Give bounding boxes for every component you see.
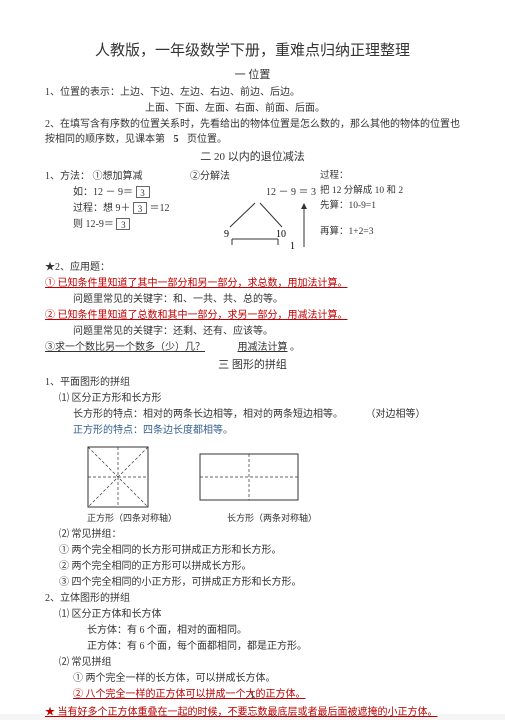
ex3a: 则 12-9＝ (73, 219, 114, 230)
p3a2: 正方体：有 6 个面，每个面都相同，都是正方形。 (45, 639, 460, 654)
method-1: ①想加算减 (93, 171, 143, 182)
document-page: 人教版，一年级数学下册，重难点归纳正理整理 一 位置 1、位置的表示：上边、下边… (0, 0, 505, 714)
tree-result: 1 (290, 241, 295, 249)
p1: 1、平面图形的拼组 (45, 375, 460, 390)
p1b: 长方形的特点：相对的两条长边相等，相对的两条短边相等。 (73, 409, 343, 420)
ex2-row: 过程：想 9＋ 3 ＝12 (45, 201, 190, 216)
apply-3: ③求一个数比另一个数多（少）几？ (45, 342, 205, 353)
ex2c: ＝12 (150, 203, 170, 214)
p3: 2、立体图形的拼组 (45, 591, 460, 606)
p3a1: 长方体：有 6 个面，相对的面相同。 (45, 623, 460, 638)
rectangle-shape (199, 453, 299, 501)
ex2a: 过程：想 9＋ (73, 203, 131, 214)
cap2: 长方形（两条对称轴） (227, 512, 317, 526)
apply-1b: 问题里常见的关键字：和、一共、共、总的等。 (45, 292, 460, 307)
main-title: 人教版，一年级数学下册，重难点归纳正理整理 (45, 40, 460, 63)
ex1d: 把 12 分解成 10 和 2 (320, 184, 420, 198)
sec1-line2-text: 2、在填写含有序数的位置关系时，先看给出的物体位置是怎么数的，那么其他的物体的位… (45, 119, 460, 145)
sec1-line2-end: 页位置。 (187, 134, 227, 145)
p3b1: ① 两个完全一样的长方体，可以拼成长方体。 (45, 671, 460, 686)
apply-3c: 。 (290, 342, 300, 353)
p3b: ⑵ 常见拼组 (45, 655, 460, 670)
page-number: 1 (0, 689, 505, 703)
spacer (320, 214, 420, 224)
p1c: 正方形的特点：四条边长度都相等。 (45, 423, 460, 438)
apply-heading: ★2、应用题： (45, 260, 460, 275)
ex3-row: 则 12-9＝ 3 (45, 217, 190, 232)
method-right-col: 过程： 把 12 分解成 10 和 2 先算：10-9=1 再算：1+2=3 (320, 168, 420, 254)
ex3-box: 3 (116, 218, 130, 230)
ex1c: 12 － 9 ＝ 3 (190, 185, 320, 200)
ex1-row: 如：12 － 9＝ 3 (45, 185, 190, 200)
sec1-line1: 1、位置的表示：上边、下边、左边、右边、前边、后边。 (45, 85, 460, 100)
ex1a: 如：12 － 9＝ (73, 187, 133, 198)
ex1-box: 3 (136, 186, 150, 198)
section-1-heading: 一 位置 (45, 67, 460, 84)
ex2d: 先算：10-9=1 (320, 199, 420, 213)
apply-2b: 问题里常见的关键字：还剩、还有、应该等。 (45, 324, 460, 339)
method-prefix: 1、方法： (45, 171, 90, 182)
ex3d: 再算：1+2=3 (320, 225, 420, 239)
apply-1: ① 已知条件里知道了其中一部分和另一部分，求总数，用加法计算。 (45, 276, 460, 291)
apply-3b: 用减法计算 (238, 342, 288, 353)
p2c: ③ 四个完全相同的小正方形，可拼成正方形和长方形。 (45, 575, 460, 590)
p1b2: （对边相等） (366, 409, 426, 420)
method-label-row: 1、方法： ①想加算减 (45, 169, 190, 184)
shapes-row (87, 446, 460, 508)
p2: ⑵ 常见拼组： (45, 527, 460, 542)
section-3-heading: 三 图形的拼组 (45, 357, 460, 374)
method-block: 1、方法： ①想加算减 如：12 － 9＝ 3 过程：想 9＋ 3 ＝12 则 … (45, 168, 460, 254)
cap1: 正方形（四条对称轴） (87, 512, 177, 526)
shape-captions: 正方形（四条对称轴） 长方形（两条对称轴） (87, 512, 460, 526)
method-2: ②分解法 (190, 169, 320, 184)
square-shape (87, 446, 149, 508)
method-left-col: 1、方法： ①想加算减 如：12 － 9＝ 3 过程：想 9＋ 3 ＝12 则 … (45, 168, 190, 254)
section-2-heading: 二 20 以内的退位减法 (45, 149, 460, 166)
p3a: ⑴ 区分正方体和长方体 (45, 607, 460, 622)
sec1-line1b: 上面、下面、左面、右面、前面、后面。 (45, 101, 460, 116)
apply-3-row: ③求一个数比另一个数多（少）几？ 用减法计算 。 (45, 340, 460, 355)
sec1-line2: 2、在填写含有序数的位置关系时，先看给出的物体位置是怎么数的，那么其他的物体的位… (45, 117, 460, 147)
p1b-row: 长方形的特点：相对的两条长边相等，相对的两条短边相等。 （对边相等） (45, 407, 460, 422)
p1a: ⑴ 区分正方形和长方形 (45, 391, 460, 406)
p3c: ★ 当有好多个正方体重叠在一起的时候，不要忘数最底层或者最后面被遮掩的小正方体。 (45, 705, 460, 720)
method-3: 过程： (320, 169, 420, 183)
tree-right: 10 (276, 229, 286, 240)
apply-2: ② 已知条件里知道了总数和其中一部分，求另一部分，用减法计算。 (45, 308, 460, 323)
ex2-box: 3 (133, 202, 147, 214)
method-mid-col: ②分解法 12 － 9 ＝ 3 9 10 1 (190, 168, 320, 254)
p2b: ② 两个完全相同的正方形可以拼成长方形。 (45, 559, 460, 574)
sec1-page-number: 5 (174, 134, 179, 145)
decomposition-tree: 9 10 1 (190, 201, 310, 249)
p2a: ① 两个完全相同的长方形可拼成正方形和长方形。 (45, 543, 460, 558)
tree-left: 9 (224, 229, 229, 240)
